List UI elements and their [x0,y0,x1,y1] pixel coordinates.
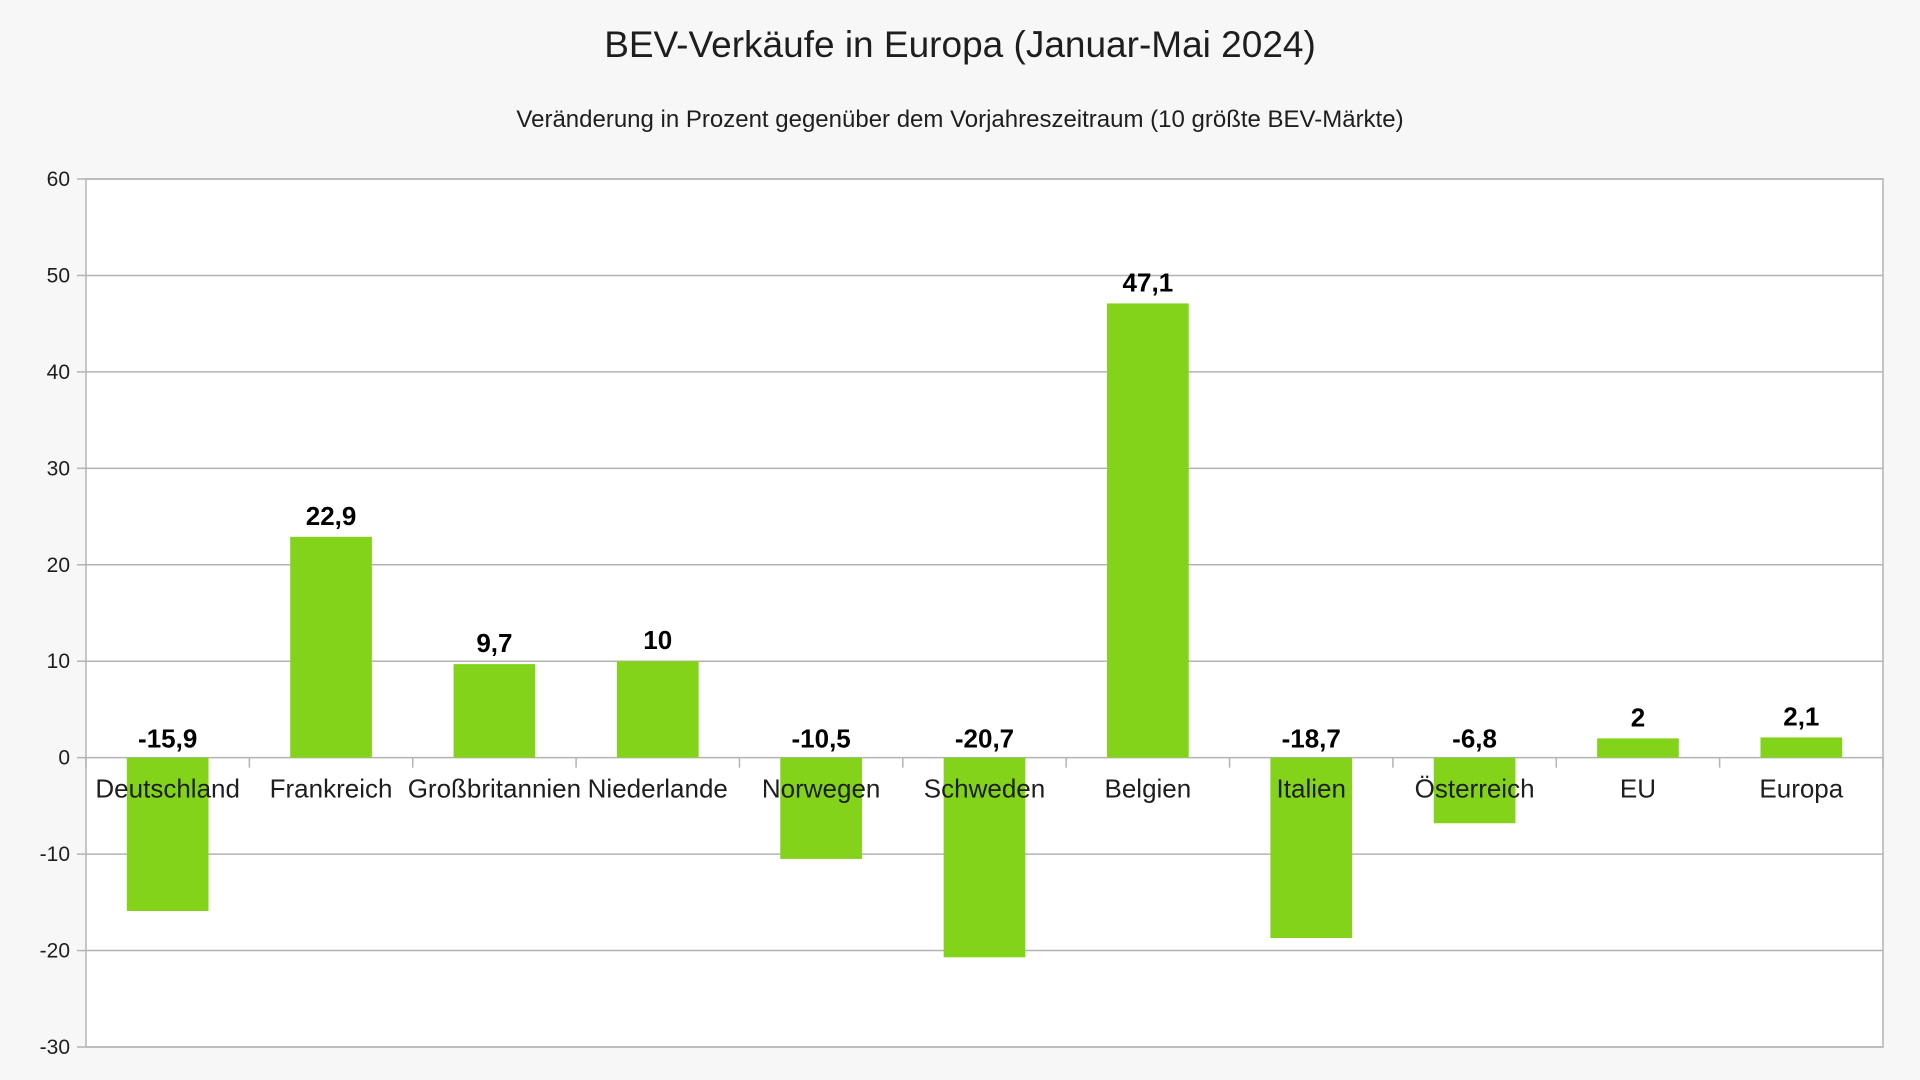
y-tick-label: 50 [47,264,70,287]
category-label: Norwegen [762,774,881,804]
y-tick-label: 60 [47,168,70,191]
data-label: -6,8 [1452,724,1497,754]
chart-subtitle: Veränderung in Prozent gegenüber dem Vor… [516,106,1404,133]
data-label: 47,1 [1123,267,1174,297]
y-tick-label: 40 [47,361,70,384]
category-label: Großbritannien [408,774,581,804]
bar [1270,757,1353,939]
data-label: -18,7 [1282,724,1341,754]
plot-frame [85,178,1884,1048]
y-tick-label: 0 [58,747,70,770]
bar [1597,738,1679,758]
bar [780,757,862,859]
category-label: Europa [1759,774,1843,804]
category-label: Belgien [1104,774,1191,804]
data-label: 10 [643,625,672,655]
category-label: Frankreich [270,774,393,804]
bar [616,661,699,758]
data-label: 2,1 [1783,701,1819,731]
bar [453,664,536,758]
category-label: Österreich [1415,774,1535,804]
data-label: 22,9 [306,501,357,531]
data-label: 9,7 [476,628,512,658]
data-label: 2 [1631,702,1645,732]
data-label: -10,5 [792,724,851,754]
y-tick-label: -20 [40,940,70,963]
category-label: Niederlande [588,774,728,804]
data-label: -20,7 [955,724,1014,754]
bar [290,536,372,758]
chart-title: BEV-Verkäufe in Europa (Januar-Mai 2024) [604,24,1316,65]
y-tick-label: -10 [40,843,70,866]
y-tick-label: 20 [47,554,70,577]
bar [943,757,1026,958]
data-label: -15,9 [138,724,197,754]
bar [126,757,209,912]
category-label: Schweden [924,774,1045,804]
category-label: Italien [1277,774,1346,804]
y-tick-label: 10 [47,650,70,673]
category-label: EU [1620,774,1656,804]
bar [1433,757,1516,824]
y-tick-label: 30 [47,457,70,480]
bar [1107,303,1189,758]
bar [1760,737,1843,758]
y-tick-label: -30 [40,1036,70,1059]
category-label: Deutschland [95,774,240,804]
